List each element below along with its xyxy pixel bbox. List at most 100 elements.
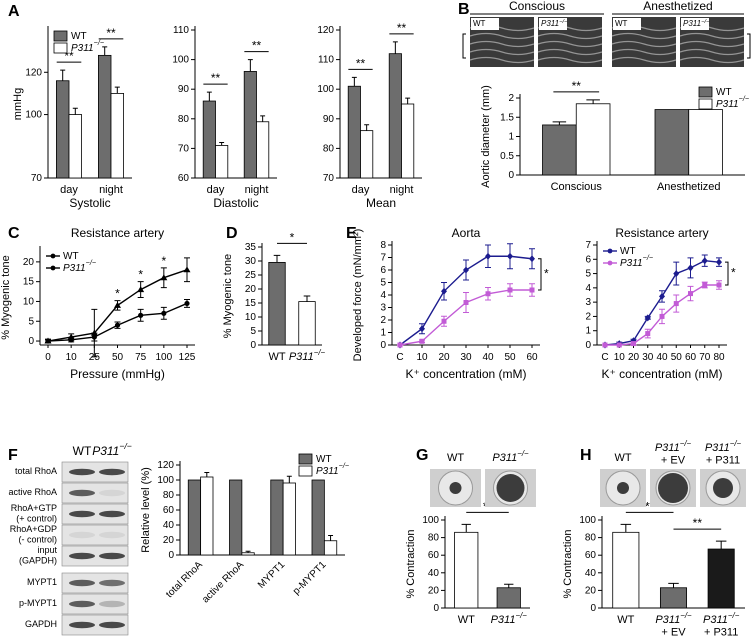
error-bar <box>102 46 108 56</box>
blot-band <box>69 489 95 497</box>
image-tag: P311−/− <box>541 19 568 29</box>
point <box>137 286 145 293</box>
x-tick-label: 125 <box>179 352 196 363</box>
y-tick-label: 5 <box>28 316 34 327</box>
echo-texture <box>469 32 535 40</box>
y-tick-label: 5 <box>250 326 256 337</box>
image-header: Conscious <box>509 0 565 13</box>
point <box>463 266 469 274</box>
tag-bg <box>539 18 567 30</box>
point <box>616 342 622 348</box>
x-tick-label: 10 <box>66 352 78 363</box>
point <box>673 301 679 307</box>
y-tick-label: 20 <box>245 284 257 295</box>
y-tick-label: 80 <box>323 143 335 154</box>
blot-band <box>69 510 95 518</box>
y-tick-label: 7 <box>585 240 591 251</box>
point <box>529 287 535 293</box>
point <box>659 313 665 319</box>
echo-texture <box>679 48 745 56</box>
blot-band <box>99 579 125 587</box>
error-bar <box>72 107 78 115</box>
echo-texture <box>611 48 677 56</box>
y-tick-label: 6 <box>380 265 386 276</box>
y-tick-label: 120 <box>25 67 42 78</box>
y-tick-label: 100 <box>172 54 189 65</box>
y-tick-label: 80 <box>163 490 175 501</box>
x-tick-label: 100 <box>155 352 172 363</box>
y-tick-label: 30 <box>245 256 257 267</box>
y-tick-label: 1 <box>380 327 386 338</box>
bar <box>707 548 735 609</box>
y-axis-label: % Myogenic tone <box>222 254 234 338</box>
x-tick-label: Anesthetized <box>657 181 721 193</box>
point <box>716 282 722 288</box>
x-tick-label: P311−/− + EV <box>655 611 692 639</box>
image-header: Anesthetized <box>643 0 712 13</box>
y-tick-label: 60 <box>585 550 597 561</box>
y-tick-label: 15 <box>245 298 257 309</box>
y-axis-label: % Contraction <box>405 529 417 598</box>
x-tick-label: 20 <box>628 352 640 363</box>
x-tick-label: 60 <box>526 352 538 363</box>
y-tick-label: 0 <box>508 170 514 181</box>
point <box>507 252 513 260</box>
error-bar <box>586 99 600 104</box>
legend-swatch <box>298 465 313 477</box>
point <box>419 338 425 344</box>
blot-band <box>99 552 125 560</box>
y-tick-label: 80 <box>178 113 190 124</box>
echo-texture <box>679 40 745 48</box>
blot-band <box>99 510 125 518</box>
bar <box>542 124 577 176</box>
error-bar <box>668 582 679 588</box>
legend-marker <box>50 253 56 259</box>
point <box>397 342 403 348</box>
image-tag: WT <box>615 19 628 28</box>
blot-column-label: WT <box>73 444 92 458</box>
error-bar <box>260 115 266 122</box>
point <box>529 255 535 263</box>
gel <box>658 473 688 503</box>
y-tick-label: 90 <box>178 84 190 95</box>
blot-row-label: input (GAPDH) <box>19 545 57 565</box>
y-tick-label: 2 <box>380 315 386 326</box>
blot-band <box>69 468 95 476</box>
x-tick-label: day <box>60 184 78 196</box>
x-tick-label: 10 <box>416 352 428 363</box>
x-tick-label: P311−/− + P311 <box>703 611 740 639</box>
bar <box>229 479 243 556</box>
bar <box>688 109 723 176</box>
x-axis-label: K⁺ concentration (mM) <box>601 367 722 381</box>
legend-label: WT <box>620 246 636 257</box>
y-tick-label: 110 <box>173 25 189 36</box>
y-tick-label: 20 <box>163 535 175 546</box>
legend-swatch <box>298 453 313 465</box>
point <box>463 300 469 305</box>
point <box>68 337 74 343</box>
y-tick-label: 7 <box>380 252 386 263</box>
y-tick-label: 1 <box>585 325 591 336</box>
chart-title: Resistance artery <box>615 226 708 240</box>
echo-texture <box>537 48 603 56</box>
y-tick-label: 1 <box>508 131 514 142</box>
point <box>114 322 121 328</box>
bar <box>243 71 257 179</box>
point <box>688 291 693 297</box>
point <box>701 257 708 265</box>
point <box>659 292 665 300</box>
x-tick-label: P311−/− <box>491 611 528 626</box>
bar <box>270 479 284 556</box>
x-tick-label: night <box>390 184 414 196</box>
point <box>45 338 51 344</box>
blot-row-label: total RhoA <box>15 466 57 476</box>
x-tick-label: 40 <box>656 352 668 363</box>
y-tick-label: 70 <box>323 173 335 184</box>
x-tick-label: 40 <box>482 352 494 363</box>
bar <box>68 114 83 179</box>
error-bar <box>60 69 66 81</box>
y-tick-label: 40 <box>585 567 597 578</box>
x-tick-label: 70 <box>699 352 711 363</box>
legend-label: P311−/− <box>71 38 104 53</box>
error-bar <box>620 523 632 533</box>
